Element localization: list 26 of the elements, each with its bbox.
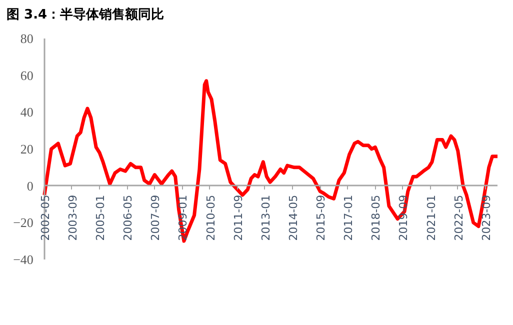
x-tick-label: 2002-05 bbox=[38, 194, 52, 241]
y-tick-label: 20 bbox=[20, 142, 34, 156]
x-tick-label: 2003-09 bbox=[66, 194, 80, 241]
x-tick-label: 2015-09 bbox=[314, 194, 328, 241]
y-tick-label: −40 bbox=[13, 252, 34, 267]
x-tick-label: 2007-09 bbox=[149, 194, 162, 241]
x-tick-label: 2013-01 bbox=[259, 194, 272, 241]
x-tick-label: 2021-01 bbox=[424, 194, 438, 241]
y-tick-label: 60 bbox=[20, 68, 34, 83]
x-tick-label: 2023-09 bbox=[480, 194, 493, 241]
x-tick-label: 2022-05 bbox=[452, 194, 466, 241]
x-tick-label: 2017-01 bbox=[342, 194, 356, 241]
x-tick-label: 2019-09 bbox=[397, 194, 410, 241]
x-tick-label: 2010-05 bbox=[204, 194, 218, 241]
y-tick-label: 0 bbox=[26, 178, 34, 194]
line-series bbox=[42, 79, 498, 243]
y-tick-label: 40 bbox=[20, 104, 34, 120]
x-tick-label: 2006-05 bbox=[122, 194, 135, 241]
x-tick-label: 2018-05 bbox=[370, 194, 383, 241]
x-tick-label: 2009-01 bbox=[176, 194, 190, 241]
chart-title: 图 3.4：半导体销售额同比 bbox=[6, 6, 164, 22]
y-tick-label: −20 bbox=[13, 215, 34, 230]
x-tick-label: 2014-05 bbox=[286, 194, 300, 241]
x-tick-label: 2005-01 bbox=[94, 194, 108, 241]
x-tick-label: 2011-09 bbox=[232, 194, 245, 241]
y-tick-label: 80 bbox=[20, 31, 34, 46]
